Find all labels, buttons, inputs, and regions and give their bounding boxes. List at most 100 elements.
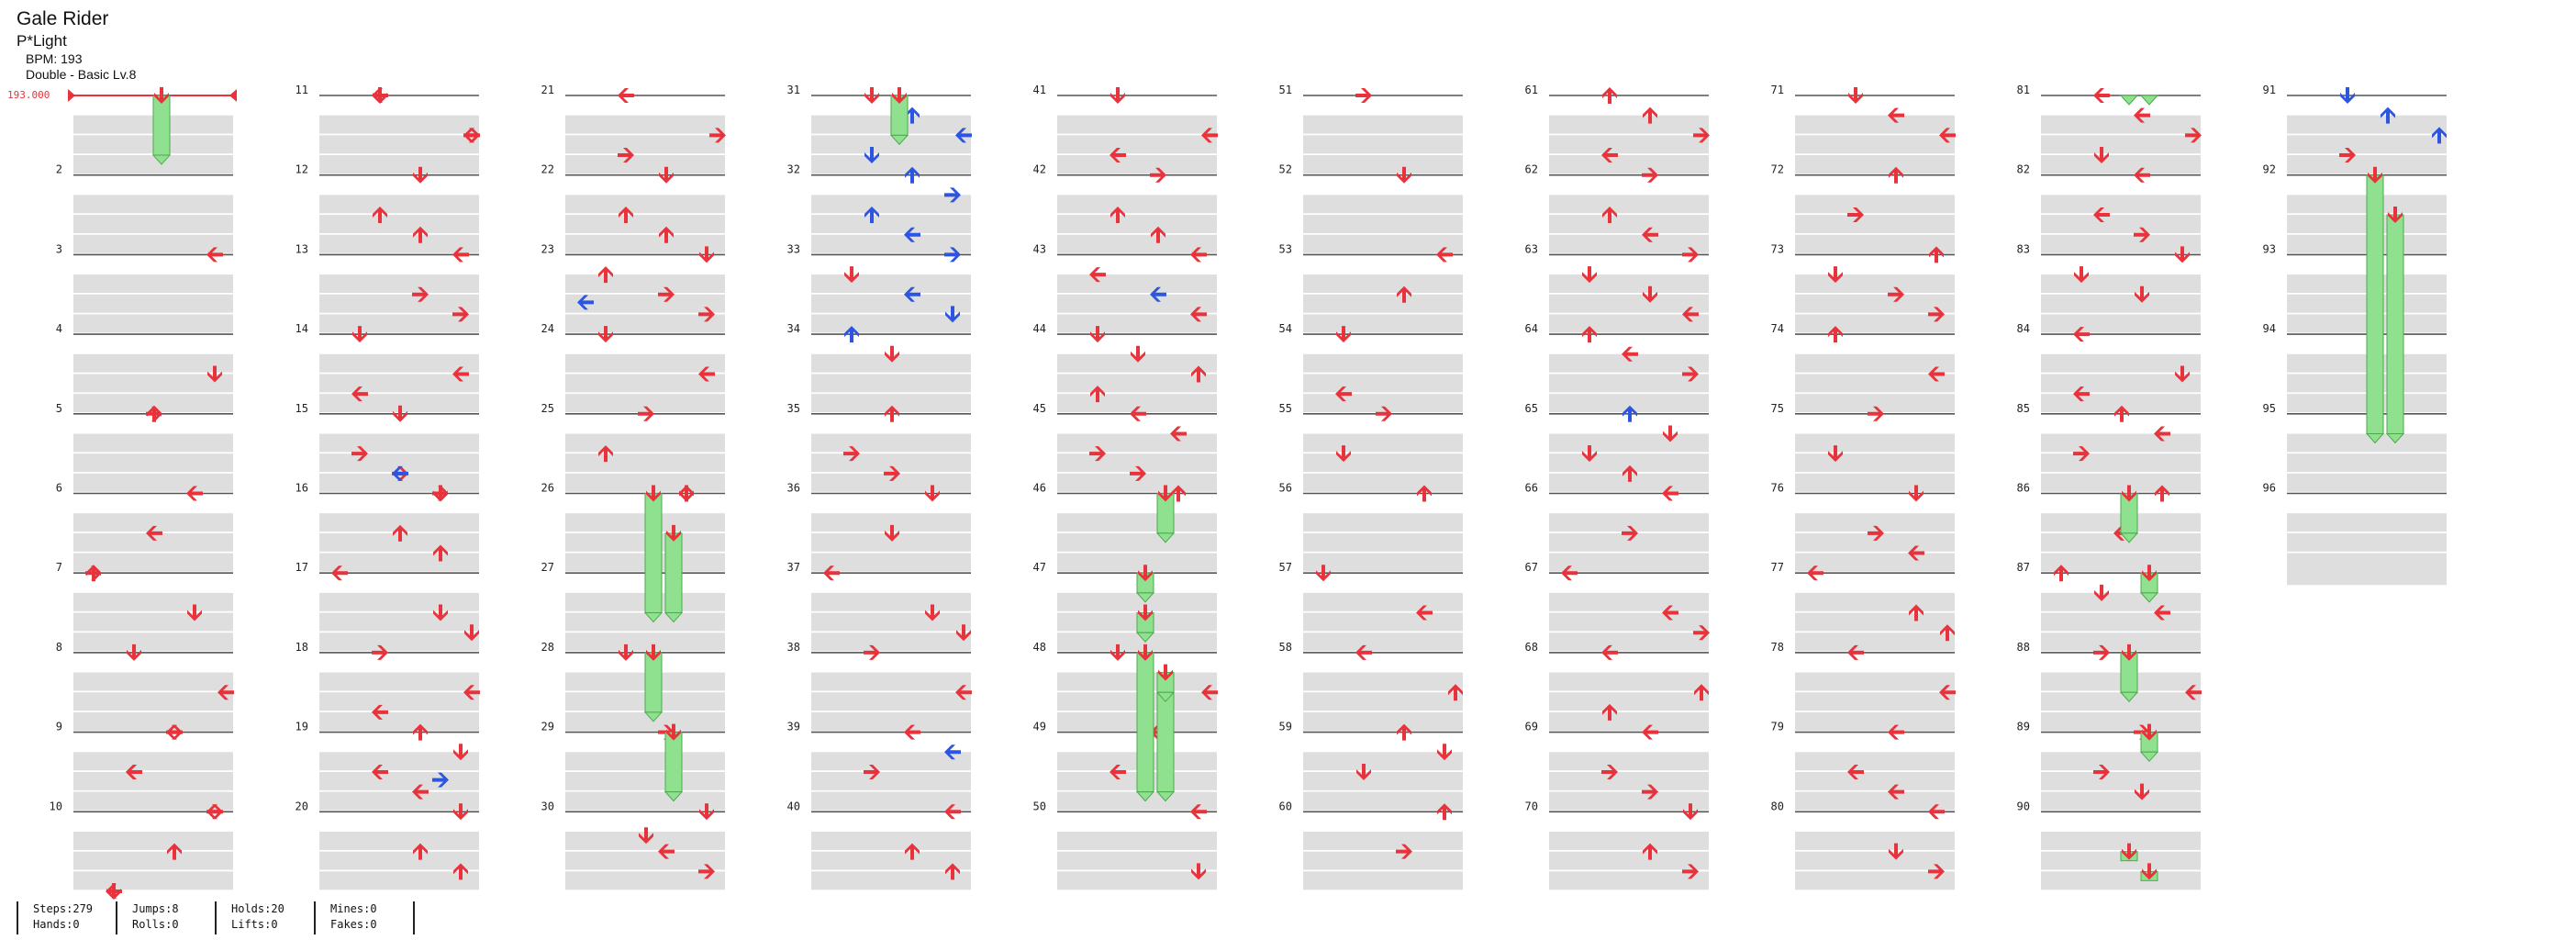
row-band — [319, 592, 479, 611]
measure-number: 29 — [541, 721, 554, 733]
row-band — [319, 195, 479, 214]
arrow-shape — [463, 685, 480, 700]
measure-number: 3 — [56, 242, 62, 255]
row-band — [1303, 871, 1463, 890]
d-arrow-icon — [464, 624, 479, 642]
measure-number: 44 — [1033, 322, 1046, 335]
arrow-shape — [1201, 685, 1218, 700]
measure-number: 47 — [1033, 561, 1046, 574]
row-band — [319, 771, 479, 790]
arrow-shape — [1847, 207, 1864, 223]
row-band — [73, 532, 233, 552]
measure-number: 63 — [1525, 242, 1538, 255]
arrow-shape — [206, 804, 223, 820]
arrow-shape — [905, 166, 920, 184]
d-arrow-icon — [1138, 643, 1153, 661]
hold-tail — [2365, 432, 2385, 444]
measure-number: 67 — [1525, 561, 1538, 574]
measure-number: 42 — [1033, 163, 1046, 176]
row-band — [319, 871, 479, 890]
arrow-shape — [1396, 844, 1412, 859]
arrow-shape — [1682, 366, 1699, 382]
stats-group-mines: Mines:0 Fakes:0 — [314, 901, 413, 934]
row-band — [1303, 513, 1463, 532]
arrow-shape — [944, 247, 961, 263]
arrow-shape — [955, 685, 972, 700]
l-arrow-icon — [955, 128, 972, 143]
arrow-shape — [1355, 644, 1372, 660]
arrow-shape — [1601, 764, 1618, 779]
arrow-shape — [433, 604, 448, 621]
row-band — [73, 831, 233, 850]
row-band — [1303, 353, 1463, 373]
arrow-shape — [904, 286, 920, 302]
arrow-shape — [658, 844, 675, 859]
l-arrow-icon — [1601, 148, 1618, 163]
row-band — [2287, 433, 2447, 453]
arrow-shape — [1582, 266, 1597, 284]
arrow-shape — [1909, 604, 1924, 621]
row-band — [319, 791, 479, 811]
arrow-shape — [206, 247, 223, 263]
r-arrow-icon — [1928, 307, 1945, 322]
row-band — [1057, 215, 1217, 233]
arrow-shape — [351, 386, 368, 402]
stat-jumps: Jumps:8 — [132, 902, 179, 915]
measure-number: 91 — [2263, 84, 2276, 96]
d-arrow-icon — [639, 827, 653, 845]
row-band — [1057, 195, 1217, 214]
arrow-shape — [1089, 446, 1106, 462]
u-arrow-icon — [945, 863, 960, 880]
arrow-shape — [646, 643, 661, 661]
row-band — [565, 473, 725, 492]
arrow-shape — [1191, 863, 1206, 880]
measure-number: 51 — [1279, 84, 1292, 96]
row-band — [73, 851, 233, 870]
l-arrow-icon — [372, 88, 388, 103]
arrow-shape — [619, 207, 633, 224]
row-band — [1549, 871, 1709, 890]
l-arrow-icon — [955, 685, 972, 700]
l-arrow-icon — [2093, 207, 2110, 223]
l-arrow-icon — [1928, 366, 1945, 382]
measure-number: 65 — [1525, 402, 1538, 415]
measure-number: 40 — [787, 800, 800, 812]
arrow-shape — [892, 87, 907, 104]
d-arrow-icon — [1131, 345, 1145, 363]
u-arrow-icon — [453, 863, 468, 880]
l-arrow-icon — [1130, 406, 1146, 421]
arrow-shape — [433, 485, 448, 502]
row-band — [1795, 115, 1955, 134]
measure-number: 70 — [1525, 800, 1538, 812]
arrow-shape — [698, 307, 715, 322]
measure-number: 58 — [1279, 641, 1292, 654]
row-band — [1549, 632, 1709, 652]
row-band — [2041, 135, 2201, 154]
measure-number: 78 — [1771, 641, 1784, 654]
row-band — [1795, 612, 1955, 632]
arrow-shape — [1683, 803, 1698, 821]
row-band — [1795, 215, 1955, 233]
row-band — [811, 632, 971, 652]
row-band — [1057, 513, 1217, 532]
hold-body — [644, 493, 663, 614]
u-arrow-icon — [1643, 843, 1657, 860]
row-band — [319, 672, 479, 691]
bpm-marker-end — [229, 89, 237, 102]
r-arrow-icon — [944, 187, 961, 203]
row-band — [319, 433, 479, 453]
l-arrow-icon — [1110, 148, 1126, 163]
arrow-shape — [2142, 565, 2157, 582]
row-band — [1795, 234, 1955, 253]
l-arrow-icon — [452, 247, 469, 263]
measure-number: 77 — [1771, 561, 1784, 574]
arrow-shape — [2093, 764, 2110, 779]
l-arrow-icon — [1190, 307, 1207, 322]
arrow-shape — [1928, 366, 1945, 382]
arrow-shape — [1642, 167, 1658, 183]
measure-number: 80 — [1771, 800, 1784, 812]
row-band — [1795, 473, 1955, 492]
measure-number: 82 — [2017, 163, 2030, 176]
row-band — [2041, 612, 2201, 632]
row-band — [1795, 274, 1955, 294]
